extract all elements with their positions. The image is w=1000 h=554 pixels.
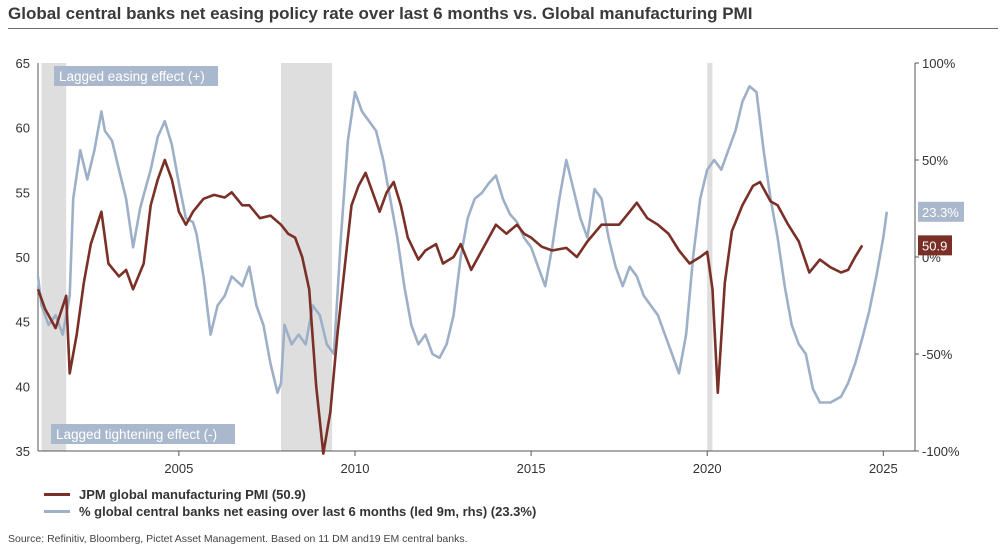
- right-tick-label: 50%: [922, 153, 948, 168]
- chart-title: Global central banks net easing policy r…: [8, 4, 753, 23]
- legend-label-pmi: JPM global manufacturing PMI (50.9): [79, 487, 306, 502]
- x-tick-label: 2010: [341, 461, 370, 476]
- right-tick-label: -50%: [922, 347, 953, 362]
- legend: JPM global manufacturing PMI (50.9) % gl…: [44, 486, 536, 520]
- legend-item-easing: % global central banks net easing over l…: [44, 503, 536, 520]
- series-line-pmi: [36, 158, 864, 455]
- x-tick-label: 2025: [869, 461, 898, 476]
- shaded-period-1: [281, 63, 333, 451]
- right-tick-label: -100%: [922, 444, 960, 459]
- annotation-easing-box: [54, 66, 218, 86]
- series-line-easing: [36, 85, 889, 404]
- x-tick-label: 2015: [517, 461, 546, 476]
- shaded-period-2: [707, 63, 713, 451]
- legend-swatch-pmi: [44, 493, 70, 496]
- left-tick-label: 35: [16, 444, 30, 459]
- legend-label-easing: % global central banks net easing over l…: [79, 504, 537, 519]
- left-tick-label: 65: [16, 56, 30, 71]
- left-tick-label: 55: [16, 185, 30, 200]
- annotation-tightening: Lagged tightening effect (-): [56, 427, 217, 442]
- right-tick-label: 100%: [922, 56, 956, 71]
- legend-item-pmi: JPM global manufacturing PMI (50.9): [44, 486, 536, 503]
- end-label-pmi: 50.9: [922, 238, 947, 253]
- x-tick-label: 2020: [693, 461, 722, 476]
- title-divider: [8, 28, 998, 29]
- legend-swatch-easing: [44, 510, 70, 513]
- annotation-tightening-box: [51, 424, 235, 444]
- left-tick-label: 50: [16, 250, 30, 265]
- source-note: Source: Refinitiv, Bloomberg, Pictet Ass…: [8, 533, 468, 545]
- end-label-easing-box: [918, 201, 964, 222]
- left-tick-label: 45: [16, 315, 30, 330]
- x-tick-label: 2005: [164, 461, 193, 476]
- end-label-pmi-box: [918, 235, 952, 256]
- left-tick-label: 60: [16, 121, 30, 136]
- shaded-period-0: [41, 63, 67, 451]
- annotation-easing: Lagged easing effect (+): [59, 69, 205, 84]
- left-tick-label: 40: [16, 379, 30, 394]
- end-label-easing: 23.3%: [922, 205, 959, 220]
